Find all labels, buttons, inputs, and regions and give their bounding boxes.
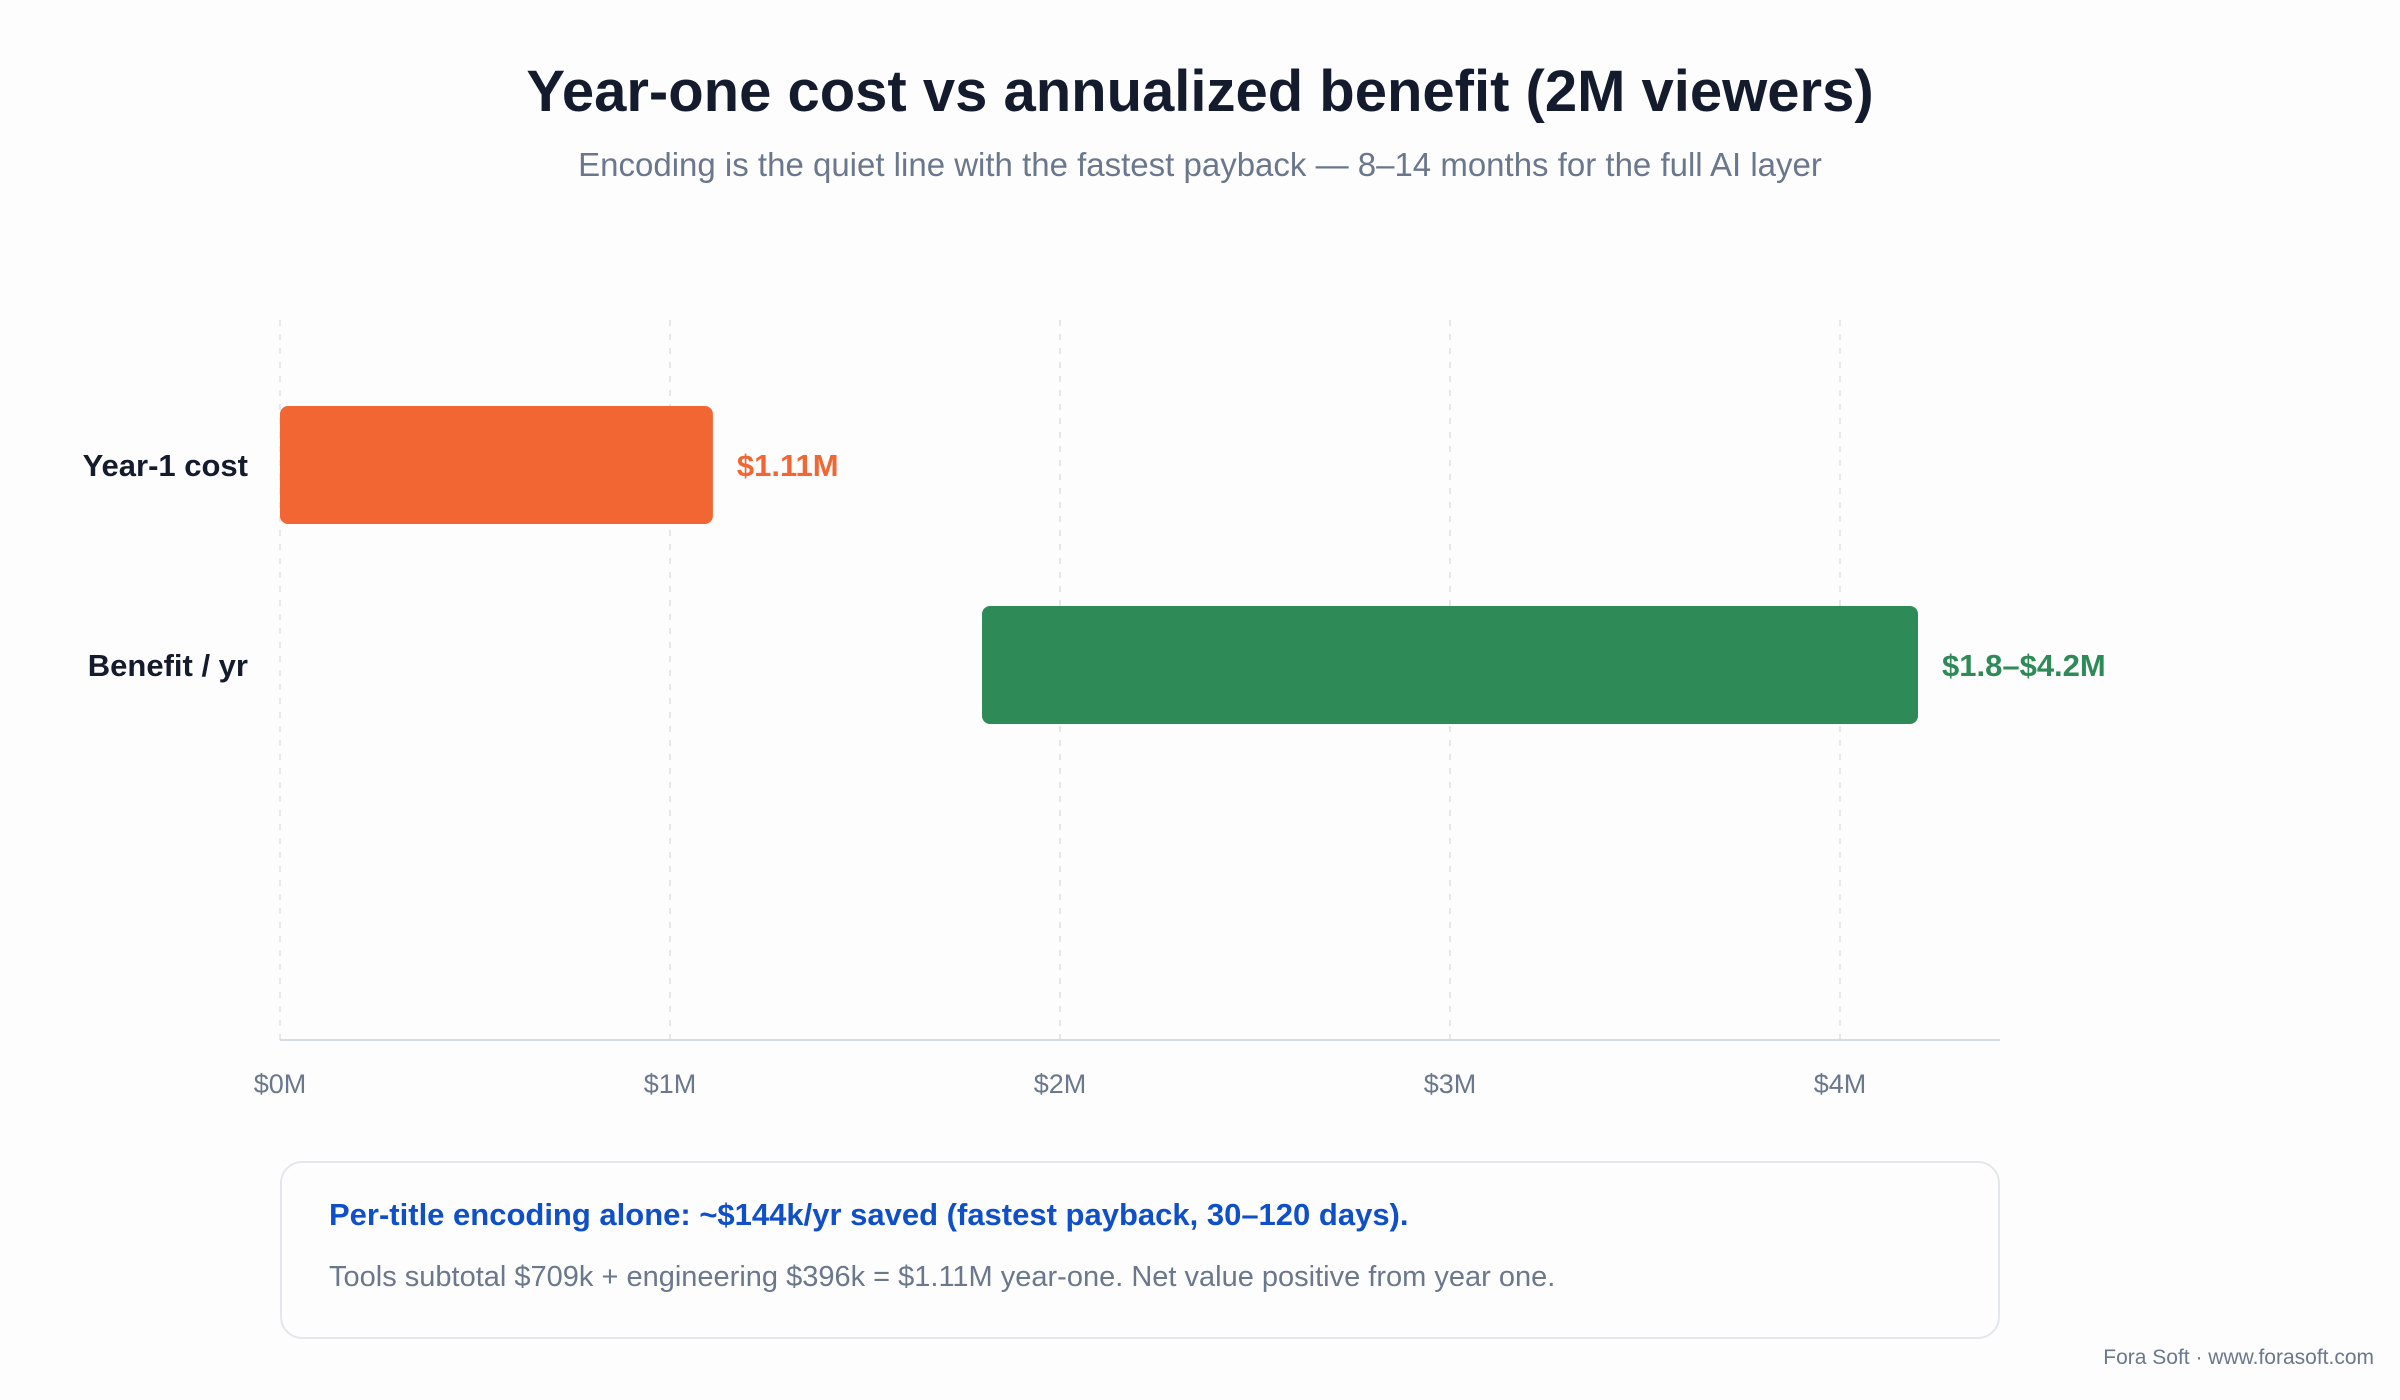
- x-tick-label: $0M: [254, 1069, 307, 1099]
- data-label: $1.11M: [737, 448, 839, 483]
- x-tick-label: $1M: [644, 1069, 697, 1099]
- callout-body: Tools subtotal $709k + engineering $396k…: [329, 1261, 1556, 1293]
- callout-highlight: Per-title encoding alone: ~$144k/yr save…: [329, 1197, 1409, 1232]
- x-tick-label: $3M: [1424, 1069, 1477, 1099]
- bar: [982, 606, 1918, 724]
- category-label: Benefit / yr: [88, 648, 248, 683]
- data-label: $1.8–$4.2M: [1942, 648, 2106, 683]
- x-tick-label: $4M: [1814, 1069, 1867, 1099]
- x-tick-label: $2M: [1034, 1069, 1087, 1099]
- category-label: Year-1 cost: [83, 448, 248, 483]
- callout-box: Per-title encoding alone: ~$144k/yr save…: [280, 1161, 2000, 1339]
- chart-subtitle: Encoding is the quiet line with the fast…: [578, 146, 1822, 183]
- bar: [280, 406, 713, 524]
- footer-credit: Fora Soft · www.forasoft.com: [2103, 1346, 2374, 1369]
- chart-title: Year-one cost vs annualized benefit (2M …: [526, 59, 1874, 124]
